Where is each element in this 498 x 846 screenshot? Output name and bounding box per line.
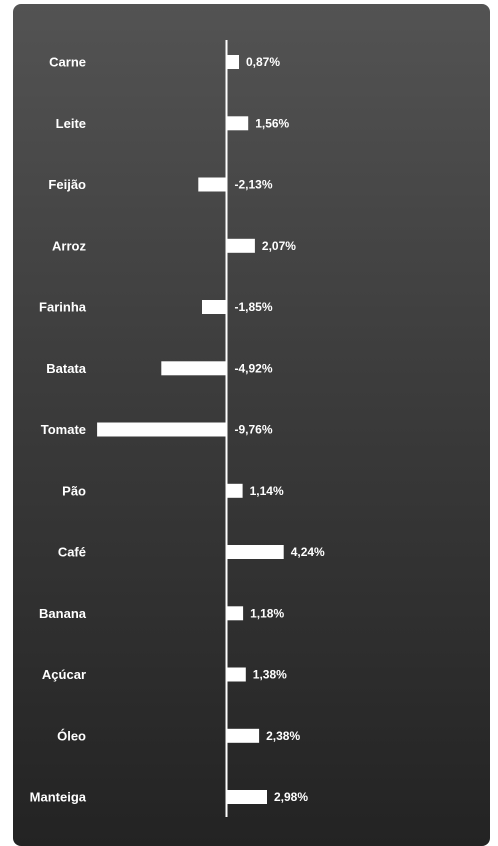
value-label: 1,18% <box>250 606 284 620</box>
value-label: -1,85% <box>235 300 273 314</box>
category-label: Batata <box>46 361 87 376</box>
value-label: 2,38% <box>266 729 300 743</box>
labels-layer: Carne 0,87% Leite 1,56% Feijão -2,13% Arroz 2,0… <box>30 55 325 805</box>
value-label: 2,07% <box>262 239 296 253</box>
category-label: Açúcar <box>42 667 86 682</box>
value-label: 4,24% <box>291 545 325 559</box>
category-label: Manteiga <box>30 790 87 805</box>
bars-layer <box>97 55 284 804</box>
category-label: Café <box>58 545 86 560</box>
value-label: -4,92% <box>235 361 273 375</box>
chart-panel <box>13 4 490 846</box>
bar-8 <box>227 545 284 559</box>
value-label: 0,87% <box>246 55 280 69</box>
bar-4 <box>202 300 227 314</box>
category-label: Óleo <box>57 728 86 743</box>
category-label: Tomate <box>41 422 86 437</box>
bar-9 <box>227 606 244 621</box>
bar-3 <box>227 238 255 253</box>
value-label: -2,13% <box>235 178 273 192</box>
bar-10 <box>227 667 246 682</box>
bar-5 <box>161 361 227 376</box>
category-label: Farinha <box>39 300 87 315</box>
category-label: Leite <box>56 116 86 131</box>
value-label: -9,76% <box>235 423 273 437</box>
bar-1 <box>227 116 249 131</box>
category-label: Banana <box>39 606 87 621</box>
category-label: Carne <box>49 55 86 70</box>
category-label: Pão <box>62 483 86 498</box>
value-label: 1,56% <box>255 116 289 130</box>
bar-6 <box>97 422 227 437</box>
bar-7 <box>227 483 243 498</box>
bar-2 <box>198 177 227 192</box>
category-label: Arroz <box>52 238 86 253</box>
bar-12 <box>227 790 267 804</box>
bar-11 <box>227 728 260 743</box>
value-label: 2,98% <box>274 790 308 804</box>
value-label: 1,38% <box>253 668 287 682</box>
bar-0 <box>227 55 239 69</box>
value-label: 1,14% <box>250 484 284 498</box>
category-label: Feijão <box>48 177 86 192</box>
